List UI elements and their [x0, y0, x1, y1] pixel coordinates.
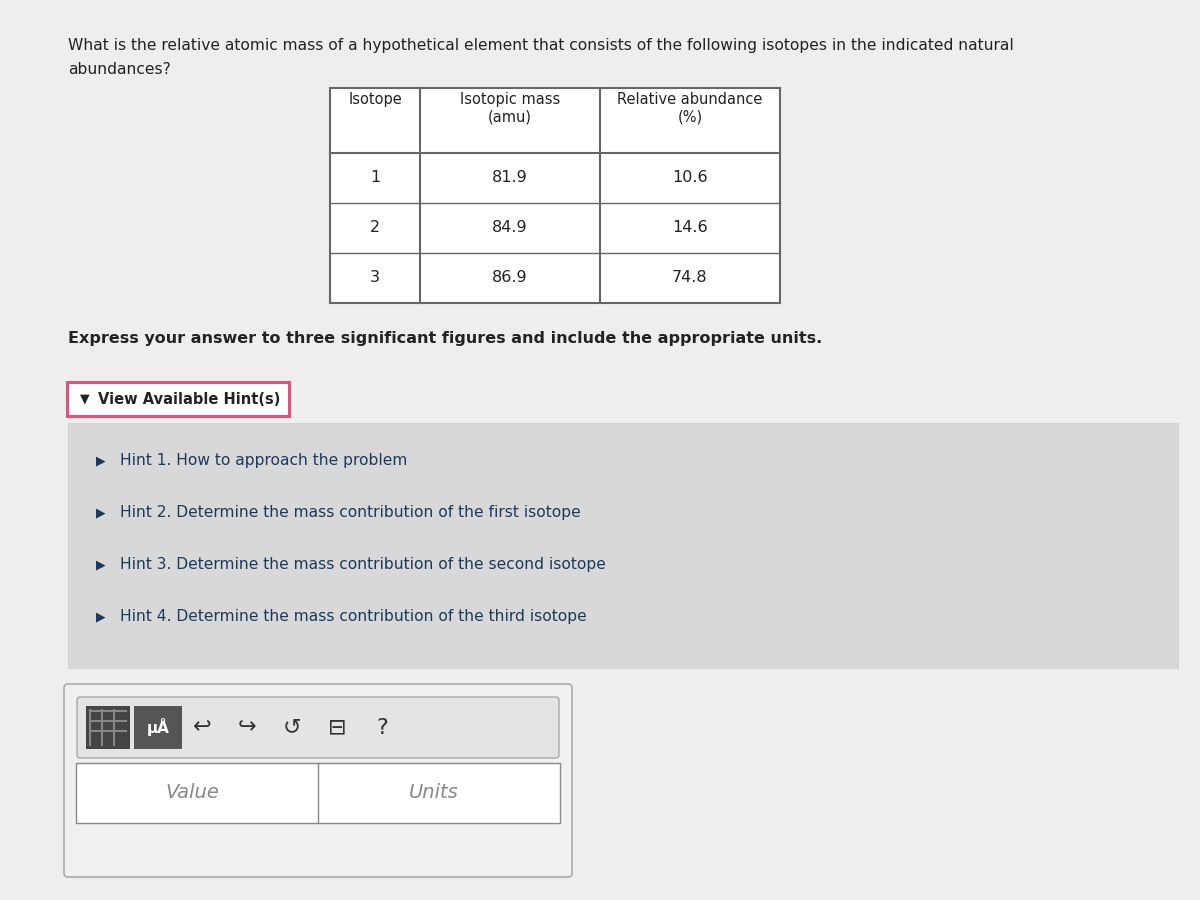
Bar: [86, 706, 130, 749]
Bar: [68, 423, 1178, 668]
Text: Hint 4. Determine the mass contribution of the third isotope: Hint 4. Determine the mass contribution …: [120, 609, 587, 625]
Text: abundances?: abundances?: [68, 62, 170, 77]
Bar: [134, 706, 182, 749]
Text: Hint 3. Determine the mass contribution of the second isotope: Hint 3. Determine the mass contribution …: [120, 557, 606, 572]
Text: ▼: ▼: [80, 392, 90, 406]
Text: 1: 1: [370, 170, 380, 185]
FancyBboxPatch shape: [67, 382, 289, 416]
Text: 81.9: 81.9: [492, 170, 528, 185]
Text: ▶: ▶: [96, 507, 106, 519]
Text: 74.8: 74.8: [672, 271, 708, 285]
Text: ↪: ↪: [238, 717, 257, 737]
Bar: [76, 763, 560, 823]
Text: 86.9: 86.9: [492, 271, 528, 285]
Text: ↺: ↺: [283, 717, 301, 737]
Text: View Available Hint(s): View Available Hint(s): [98, 392, 281, 407]
FancyBboxPatch shape: [64, 684, 572, 877]
Text: Isotope: Isotope: [348, 92, 402, 107]
Text: 10.6: 10.6: [672, 170, 708, 185]
Text: μÅ: μÅ: [146, 718, 169, 736]
Text: ↩: ↩: [193, 717, 211, 737]
Text: Express your answer to three significant figures and include the appropriate uni: Express your answer to three significant…: [68, 331, 822, 346]
Text: ?: ?: [376, 717, 388, 737]
Text: Value: Value: [166, 784, 218, 803]
Text: Isotopic mass
(amu): Isotopic mass (amu): [460, 92, 560, 124]
Text: ▶: ▶: [96, 454, 106, 467]
Text: Units: Units: [409, 784, 458, 803]
Text: Hint 1. How to approach the problem: Hint 1. How to approach the problem: [120, 454, 407, 469]
Text: ▶: ▶: [96, 559, 106, 572]
Text: ▶: ▶: [96, 610, 106, 624]
Text: 84.9: 84.9: [492, 220, 528, 236]
Text: What is the relative atomic mass of a hypothetical element that consists of the : What is the relative atomic mass of a hy…: [68, 38, 1014, 53]
Text: 2: 2: [370, 220, 380, 236]
Bar: [330, 88, 780, 303]
FancyBboxPatch shape: [77, 697, 559, 758]
Text: 14.6: 14.6: [672, 220, 708, 236]
Text: 3: 3: [370, 271, 380, 285]
Text: Hint 2. Determine the mass contribution of the first isotope: Hint 2. Determine the mass contribution …: [120, 506, 581, 520]
Text: Relative abundance
(%): Relative abundance (%): [617, 92, 763, 124]
Text: ⊟: ⊟: [328, 717, 347, 737]
